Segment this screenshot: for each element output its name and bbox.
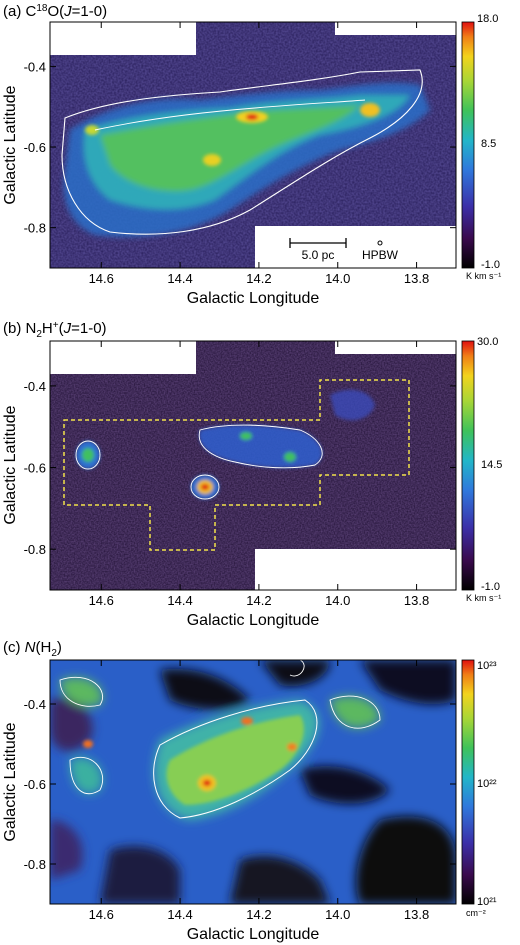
- colorbar-max: 10²³: [477, 660, 497, 672]
- x-tick-label: 13.8: [404, 907, 429, 922]
- scale-bar: 5.0 pc: [289, 238, 347, 262]
- colorbar-max: 30.0: [477, 336, 498, 348]
- y-tick-label: -0.4: [24, 379, 46, 394]
- x-tick-label: 14.2: [246, 593, 271, 608]
- colorbar: 18.0 8.5 -1.0 K km s⁻¹: [461, 13, 501, 281]
- scale-bar-label: 5.0 pc: [302, 248, 335, 262]
- x-tick-label: 14.2: [246, 271, 271, 286]
- y-tick-label: -0.6: [24, 140, 46, 155]
- colorbar-unit: cm⁻²: [466, 908, 486, 918]
- colorbar-max: 18.0: [477, 13, 498, 25]
- colorbar-mid: 10²²: [477, 778, 497, 790]
- panel-title: (a) C18O(J=1-0): [3, 3, 107, 20]
- panel-title: (c) N(H2): [3, 639, 62, 659]
- colorbar: 30.0 14.5 -1.0 K km s⁻¹: [461, 336, 502, 603]
- y-tick-label: -0.4: [24, 697, 46, 712]
- axis-ticks: 14.6 14.4 14.2 14.0 13.8 -0.4 -0.6 -0.8: [24, 341, 456, 608]
- x-tick-label: 14.0: [325, 593, 350, 608]
- x-tick-label: 14.6: [89, 271, 114, 286]
- heatmap-image: [50, 660, 456, 904]
- colorbar-min: -1.0: [481, 581, 500, 593]
- x-axis-title: Galactic Longitude: [187, 290, 320, 307]
- y-tick-label: -0.6: [24, 461, 46, 476]
- beam-marker: HPBW: [362, 240, 399, 262]
- x-tick-label: 14.4: [167, 271, 192, 286]
- axis-ticks: 14.6 14.4 14.2 14.0 13.8 -0.4 -0.6 -0.8: [24, 22, 456, 286]
- x-axis-title: Galactic Longitude: [187, 612, 320, 629]
- panel-c18o: (a) C18O(J=1-0): [2, 3, 501, 307]
- colorbar-min: 10²¹: [477, 896, 497, 908]
- x-tick-label: 13.8: [404, 593, 429, 608]
- y-tick-label: -0.6: [24, 777, 46, 792]
- colorbar-mid: 8.5: [481, 138, 496, 150]
- y-tick-label: -0.8: [24, 221, 46, 236]
- panel-column-density: (c) N(H2): [2, 639, 497, 943]
- panel-title: (b) N2H+(J=1-0): [3, 320, 107, 340]
- y-tick-label: -0.4: [24, 59, 46, 74]
- colorbar: 10²³ 10²² 10²¹ cm⁻²: [461, 659, 497, 918]
- x-tick-label: 14.4: [167, 907, 192, 922]
- y-axis-title: Galactic Latitude: [2, 85, 19, 204]
- panel-n2hp: (b) N2H+(J=1-0): [2, 320, 502, 629]
- x-tick-label: 14.4: [167, 593, 192, 608]
- y-tick-label: -0.8: [24, 542, 46, 557]
- beam-label: HPBW: [362, 248, 399, 262]
- x-tick-label: 14.0: [325, 271, 350, 286]
- colorbar-min: -1.0: [481, 259, 500, 271]
- heatmap-image: [50, 22, 456, 268]
- x-tick-label: 14.2: [246, 907, 271, 922]
- y-axis-title: Galactic Latitude: [2, 405, 19, 524]
- x-tick-label: 14.0: [325, 907, 350, 922]
- colorbar-unit: K km s⁻¹: [466, 593, 501, 603]
- heatmap-image: [50, 341, 456, 590]
- x-axis-title: Galactic Longitude: [187, 926, 320, 943]
- x-tick-label: 14.6: [89, 593, 114, 608]
- colorbar-unit: K km s⁻¹: [466, 271, 501, 281]
- y-axis-title: Galactic Latitude: [2, 722, 19, 841]
- x-tick-label: 13.8: [404, 271, 429, 286]
- x-tick-label: 14.6: [89, 907, 114, 922]
- axis-ticks: 14.6 14.4 14.2 14.0 13.8 -0.4 -0.6 -0.8: [24, 660, 456, 922]
- y-tick-label: -0.8: [24, 857, 46, 872]
- colorbar-mid: 14.5: [481, 459, 502, 471]
